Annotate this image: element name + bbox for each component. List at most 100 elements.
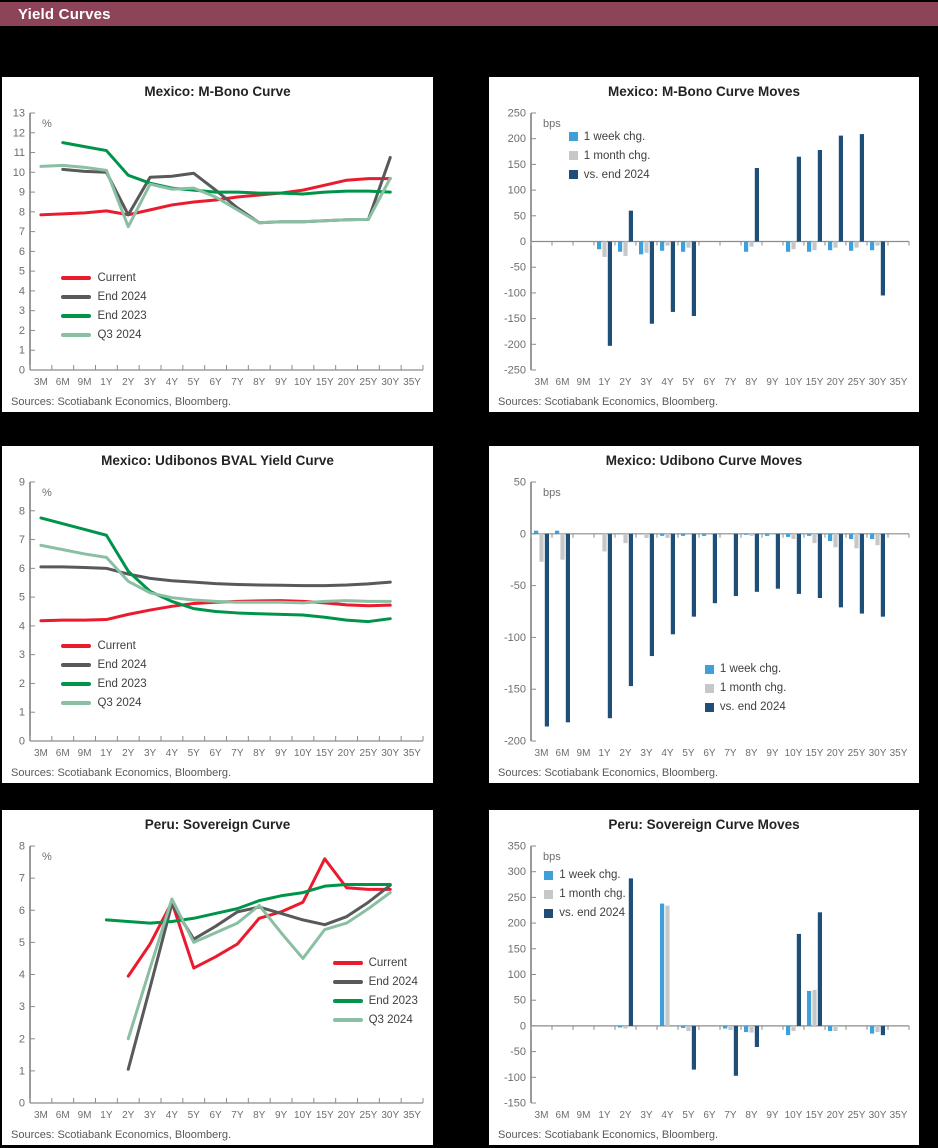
legend-label: End 2023 [97, 310, 147, 323]
svg-text:9M: 9M [577, 748, 591, 759]
bar-3Y [649, 241, 654, 324]
series-line-end-2023 [104, 883, 392, 925]
svg-text:3M: 3M [535, 1110, 549, 1121]
chart-legend: Current End 2024 End 2023 Q3 2024 [332, 956, 418, 1026]
bar-7Y [723, 1025, 728, 1029]
svg-text:1: 1 [19, 707, 25, 719]
svg-text:2Y: 2Y [122, 377, 135, 388]
legend-label: 1 week chg. [559, 869, 621, 882]
svg-text:35Y: 35Y [403, 1110, 421, 1121]
series-bars-1-week-chg [534, 530, 875, 542]
svg-text:15Y: 15Y [316, 748, 334, 759]
bar-2Y [628, 533, 633, 687]
svg-text:5Y: 5Y [682, 377, 695, 388]
svg-text:5Y: 5Y [188, 1110, 201, 1121]
line-chart-svg: 0 1 2 3 4 5 6 7 8 9% 3M 6M 9M 1Y 2Y 3Y 4Y 5Y 6Y 7Y 8Y 9Y 10Y 15… [19, 477, 424, 759]
svg-text:6Y: 6Y [703, 377, 716, 388]
bar-20Y [833, 1025, 838, 1032]
svg-text:30Y: 30Y [381, 377, 399, 388]
bar-15Y [812, 533, 817, 544]
svg-text:3Y: 3Y [640, 1110, 653, 1121]
svg-text:0: 0 [520, 1020, 526, 1032]
bar-25Y [854, 533, 859, 549]
series-line-current [39, 177, 392, 217]
bar-2Y [628, 878, 633, 1026]
svg-text:7: 7 [19, 873, 25, 885]
line-chart-svg: 0 1 2 3 4 5 6 7 8% 3M 6M 9M 1Y 2Y 3Y 4Y 5Y 6Y 7Y 8Y 9Y 10Y 15Y… [19, 841, 424, 1121]
svg-text:6Y: 6Y [209, 377, 222, 388]
svg-text:5Y: 5Y [682, 748, 695, 759]
svg-text:8Y: 8Y [745, 1110, 758, 1121]
page-title: Yield Curves [18, 5, 111, 23]
x-axis-labels: 3M 6M 9M 1Y 2Y 3Y 4Y 5Y 6Y 7Y 8Y 9Y 10Y 15Y 20Y 25Y 30Y 3… [535, 1110, 908, 1121]
bar-20Y [833, 533, 838, 548]
svg-text:25Y: 25Y [360, 748, 378, 759]
svg-text:20Y: 20Y [827, 748, 845, 759]
bar-7Y [728, 1025, 733, 1031]
series-line-q3-2024 [39, 543, 392, 605]
svg-text:13: 13 [13, 108, 25, 120]
legend-label: Q3 2024 [97, 696, 142, 709]
svg-text:-100: -100 [504, 287, 526, 299]
bar-7Y [733, 533, 738, 596]
svg-text:10Y: 10Y [294, 377, 312, 388]
bar-3Y [644, 533, 649, 538]
legend-label: Current [368, 956, 407, 969]
chart-panel-mbono-curve-moves: Mexico: M-Bono Curve Moves -250 -200 -150-… [489, 77, 919, 412]
bar-20Y [828, 533, 833, 542]
svg-text:20Y: 20Y [338, 748, 356, 759]
bar-8Y [744, 533, 749, 535]
svg-text:0: 0 [520, 236, 526, 248]
chart-panel-udibonos-curve: Mexico: Udibonos BVAL Yield Curve 0 1 2 3 4 5… [2, 446, 433, 783]
legend-item-end-2023: End 2023 [61, 310, 147, 323]
bar-20Y [828, 1025, 833, 1032]
legend-label: vs. end 2024 [719, 701, 786, 714]
svg-text:30Y: 30Y [381, 1110, 399, 1121]
bar-15Y [807, 533, 812, 536]
svg-text:250: 250 [508, 108, 526, 120]
svg-text:-150: -150 [504, 1098, 526, 1110]
svg-text:10Y: 10Y [294, 748, 312, 759]
legend-swatch-end-2024 [61, 662, 92, 667]
svg-text:2: 2 [19, 1033, 25, 1045]
svg-text:3: 3 [19, 649, 25, 661]
chart-legend: 1 week chg. 1 month chg. vs. end 2024 [704, 663, 787, 714]
svg-text:7Y: 7Y [724, 748, 737, 759]
svg-text:30Y: 30Y [869, 748, 887, 759]
svg-text:15Y: 15Y [806, 377, 824, 388]
bar-3Y [649, 533, 654, 657]
svg-text:15Y: 15Y [316, 1110, 334, 1121]
svg-text:4Y: 4Y [661, 748, 674, 759]
svg-text:6M: 6M [56, 377, 70, 388]
svg-text:2Y: 2Y [619, 377, 632, 388]
svg-text:%: % [42, 487, 52, 499]
bar-9Y [765, 533, 770, 536]
svg-text:2Y: 2Y [122, 1110, 135, 1121]
legend-label: End 2023 [368, 994, 418, 1007]
svg-text:8: 8 [19, 206, 25, 218]
svg-text:35Y: 35Y [890, 1110, 908, 1121]
bar-8Y [754, 1025, 759, 1047]
series-bars-1-month-chg [602, 241, 880, 257]
svg-text:6M: 6M [556, 1110, 570, 1121]
svg-text:35Y: 35Y [403, 748, 421, 759]
series-bars-1-week-chg [597, 241, 875, 255]
svg-text:25Y: 25Y [848, 1110, 866, 1121]
svg-text:1Y: 1Y [100, 1110, 113, 1121]
svg-text:3: 3 [19, 1001, 25, 1013]
svg-text:5: 5 [19, 937, 25, 949]
legend-label: Current [97, 639, 136, 652]
svg-text:11: 11 [14, 147, 25, 159]
svg-text:-150: -150 [504, 313, 526, 325]
legend-item-1-month-chg: 1 month chg. [544, 888, 626, 900]
legend-item-vs-end-2024: vs. end 2024 [704, 701, 786, 714]
chart-legend: 1 week chg. 1 month chg. vs. end 2024 [568, 131, 650, 181]
svg-text:20Y: 20Y [827, 377, 845, 388]
svg-text:1Y: 1Y [598, 1110, 611, 1121]
svg-text:7: 7 [19, 534, 25, 546]
bar-20Y [828, 241, 833, 251]
legend-label: 1 month chg. [719, 682, 787, 695]
svg-text:%: % [42, 851, 52, 863]
legend-swatch-current [332, 960, 363, 965]
svg-text:6M: 6M [56, 748, 70, 759]
